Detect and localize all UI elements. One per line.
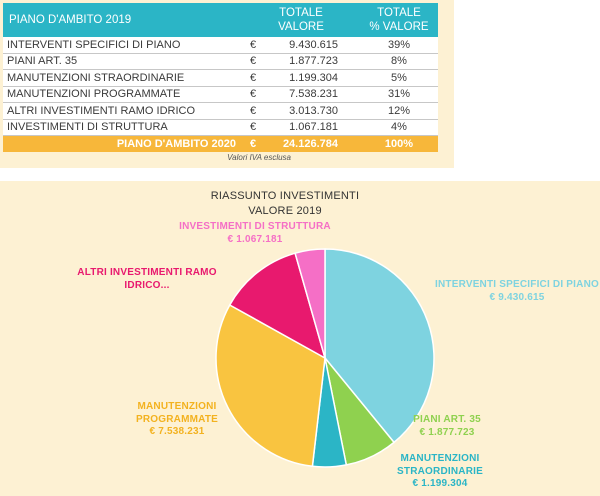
chart-title-line1: RIASSUNTO INVESTIMENTI	[210, 190, 360, 202]
row-currency: €	[242, 86, 264, 103]
row-label: PIANI ART. 35	[3, 53, 242, 70]
table-row: INVESTIMENTI DI STRUTTURA € 1.067.181 4%	[3, 119, 438, 136]
row-pct: 8%	[360, 53, 438, 70]
label-value: € 1.199.304	[412, 478, 468, 489]
row-value: 7.538.231	[264, 86, 360, 103]
row-value: 1.877.723	[264, 53, 360, 70]
label-investimenti-struttura: INVESTIMENTI DI STRUTTURA € 1.067.181	[160, 221, 350, 246]
vat-note: Valori IVA esclusa	[227, 153, 291, 162]
label-value: € 1.067.181	[227, 233, 283, 245]
label-piani-art35: PIANI ART. 35 € 1.877.723	[402, 414, 492, 439]
label-value: € 1.877.723	[419, 426, 475, 438]
total-value: 24.126.784	[264, 135, 360, 152]
row-currency: €	[242, 69, 264, 87]
header-total-value-line1: TOTALE	[279, 7, 323, 19]
row-currency: €	[242, 102, 264, 120]
table-total-row: PIANO D'AMBITO 2020 € 24.126.784 100%	[3, 135, 438, 152]
table-row: PIANI ART. 35 € 1.877.723 8%	[3, 53, 438, 70]
header-plan-label: PIANO D'AMBITO 2019	[3, 3, 242, 37]
table-row: ALTRI INVESTIMENTI RAMO IDRICO € 3.013.7…	[3, 102, 438, 120]
label-manutenzioni-straordinarie: MANUTENZIONI STRAORDINARIE € 1.199.304	[382, 453, 498, 491]
header-total-value: TOTALE VALORE	[242, 3, 360, 37]
row-label: ALTRI INVESTIMENTI RAMO IDRICO	[3, 102, 242, 120]
row-label: INVESTIMENTI DI STRUTTURA	[3, 119, 242, 136]
pie-chart-panel: RIASSUNTO INVESTIMENTI VALORE 2019 INTER…	[0, 181, 600, 496]
label-name: PIANI ART. 35	[413, 414, 481, 425]
row-value: 1.199.304	[264, 69, 360, 87]
row-pct: 5%	[360, 69, 438, 87]
label-manutenzioni-programmate: MANUTENZIONI PROGRAMMATE € 7.538.231	[124, 401, 230, 439]
label-name: MANUTENZIONI PROGRAMMATE	[135, 401, 218, 425]
pie-slice-5	[294, 248, 326, 359]
row-label: MANUTENZIONI PROGRAMMATE	[3, 86, 242, 103]
investment-table: PIANO D'AMBITO 2019 TOTALE VALORE TOTALE…	[3, 3, 438, 152]
label-value: € 9.430.615	[489, 291, 545, 303]
pie-chart	[215, 248, 435, 468]
summary-table-panel: PIANO D'AMBITO 2019 TOTALE VALORE TOTALE…	[0, 0, 454, 168]
row-pct: 4%	[360, 119, 438, 136]
label-value: € 7.538.231	[149, 426, 205, 437]
pie-slice-3	[215, 303, 326, 468]
header-total-pct-line1: TOTALE	[377, 7, 421, 19]
total-label: PIANO D'AMBITO 2020	[3, 135, 242, 152]
label-name: ALTRI INVESTIMENTI RAMO IDRICO...	[77, 267, 217, 291]
row-currency: €	[242, 119, 264, 136]
total-currency: €	[242, 135, 264, 152]
label-name: INTERVENTI SPECIFICI DI PIANO	[435, 279, 599, 290]
chart-title-line2: VALORE 2019	[248, 205, 322, 217]
header-total-pct: TOTALE % VALORE	[360, 3, 438, 37]
row-value: 9.430.615	[264, 37, 360, 54]
table-row: MANUTENZIONI STRAORDINARIE € 1.199.304 5…	[3, 69, 438, 87]
row-label: MANUTENZIONI STRAORDINARIE	[3, 69, 242, 87]
label-name: INVESTIMENTI DI STRUTTURA	[179, 221, 331, 232]
header-total-value-line2: VALORE	[278, 21, 324, 33]
row-pct: 12%	[360, 102, 438, 120]
row-currency: €	[242, 37, 264, 54]
row-label: INTERVENTI SPECIFICI DI PIANO	[3, 37, 242, 54]
header-total-pct-line2: % VALORE	[369, 21, 429, 33]
total-pct: 100%	[360, 135, 438, 152]
row-value: 1.067.181	[264, 119, 360, 136]
label-altri-investimenti: ALTRI INVESTIMENTI RAMO IDRICO...	[62, 267, 232, 292]
label-interventi-specifici: INTERVENTI SPECIFICI DI PIANO € 9.430.61…	[432, 279, 600, 304]
row-pct: 31%	[360, 86, 438, 103]
pie-slice-4	[228, 252, 327, 360]
row-pct: 39%	[360, 37, 438, 54]
table-row: INTERVENTI SPECIFICI DI PIANO € 9.430.61…	[3, 37, 438, 54]
row-value: 3.013.730	[264, 102, 360, 120]
table-header-row: PIANO D'AMBITO 2019 TOTALE VALORE TOTALE…	[3, 3, 438, 37]
pie-slice-0	[324, 248, 435, 444]
row-currency: €	[242, 53, 264, 70]
table-row: MANUTENZIONI PROGRAMMATE € 7.538.231 31%	[3, 86, 438, 103]
label-name: MANUTENZIONI STRAORDINARIE	[397, 453, 483, 477]
